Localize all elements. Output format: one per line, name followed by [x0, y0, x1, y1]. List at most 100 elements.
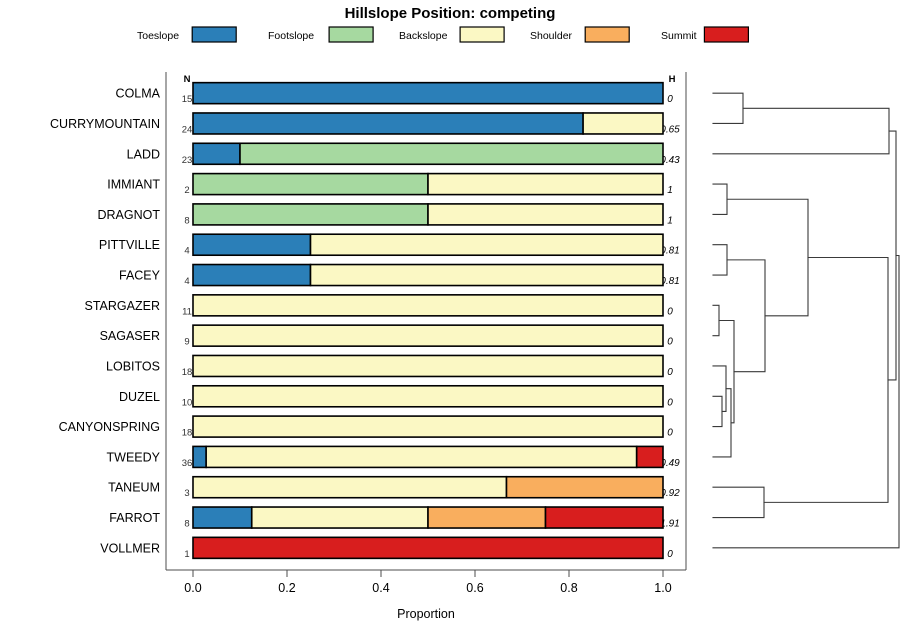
bar-row [192, 142, 664, 166]
n-value: 18 [182, 428, 193, 439]
legend-label-backslope: Backslope [399, 30, 448, 42]
bar-segment-backslope [192, 475, 508, 499]
bar-segment-backslope [427, 172, 664, 196]
category-label: TANEUM [108, 481, 160, 495]
h-value: 0 [667, 397, 673, 408]
x-tick-label: 0.0 [184, 581, 201, 595]
h-value: 0 [667, 337, 673, 348]
h-value: 1 [667, 215, 673, 226]
n-value: 24 [182, 124, 193, 135]
bar-segment-toeslope [192, 506, 253, 529]
category-label: DRAGNOT [98, 208, 161, 222]
legend: Toeslope Footslope Backslope Shoulder Summit [137, 26, 750, 43]
legend-label-toeslope: Toeslope [137, 30, 179, 42]
bar-segment-footslope [192, 172, 429, 196]
h-value: 0 [667, 428, 673, 439]
n-value: 2 [184, 185, 189, 196]
n-value: 9 [184, 337, 189, 348]
legend-swatch-shoulder [584, 26, 630, 43]
category-labels: COLMA CURRYMOUNTAIN LADD IMMIANT DRAGNOT PITT… [50, 87, 161, 556]
h-value: 1 [667, 185, 673, 196]
category-label: COLMA [116, 87, 161, 101]
bar-segment-summit [635, 445, 664, 469]
n-column-values: 15 24 23 2 8 4 4 11 9 18 10 18 36 3 8 1 [182, 94, 193, 560]
bar-segment-backslope [427, 203, 664, 226]
n-value: 23 [182, 155, 193, 166]
bar-row [192, 415, 664, 438]
bar-row [192, 81, 664, 105]
bar-segment-backslope [582, 112, 664, 135]
n-column-header: N [184, 74, 191, 85]
bar-segment-summit [192, 536, 664, 560]
bar-segment-shoulder [505, 475, 664, 499]
bar-row [192, 112, 664, 135]
bar-segment-toeslope [192, 142, 241, 166]
x-tick-label: 0.4 [372, 581, 389, 595]
category-label: CANYONSPRING [59, 420, 160, 434]
h-value: 0 [667, 367, 673, 378]
n-value: 8 [184, 215, 189, 226]
n-value: 36 [182, 458, 193, 469]
bar-segment-backslope [192, 415, 664, 438]
bar-row [192, 506, 664, 529]
dendrogram [712, 92, 900, 549]
category-label: SAGASER [100, 329, 160, 343]
bar-row [192, 294, 664, 317]
legend-label-footslope: Footslope [268, 30, 314, 42]
bar-segment-summit [544, 506, 664, 529]
bar-segment-backslope [192, 324, 664, 347]
bar-row [192, 203, 664, 226]
h-value: 0.81 [660, 276, 679, 287]
n-value: 18 [182, 367, 193, 378]
h-value: 0 [667, 94, 673, 105]
legend-label-summit: Summit [661, 30, 697, 42]
n-value: 1 [184, 549, 189, 560]
x-tick-label: 1.0 [654, 581, 671, 595]
bar-segment-backslope [205, 445, 638, 469]
x-axis: 0.0 0.2 0.4 0.6 0.8 1.0 [184, 569, 672, 595]
category-label: DUZEL [119, 390, 160, 404]
bar-segment-footslope [192, 203, 429, 226]
legend-swatch-toeslope [191, 26, 237, 43]
n-value: 15 [182, 94, 193, 105]
bar-row [192, 233, 664, 257]
bar-row [192, 172, 664, 196]
bar-segment-shoulder [427, 506, 547, 529]
legend-swatch-footslope [328, 26, 374, 43]
stacked-bars [192, 81, 664, 560]
bar-segment-backslope [192, 354, 664, 378]
legend-swatch-backslope [459, 26, 505, 43]
bar-row [192, 445, 664, 469]
bar-segment-toeslope [192, 263, 312, 287]
h-value: 0.43 [660, 155, 680, 166]
category-label: PITTVILLE [99, 238, 160, 252]
category-label: LADD [127, 147, 160, 161]
h-value: 0 [667, 549, 673, 560]
n-value: 4 [184, 246, 189, 257]
bar-segment-backslope [250, 506, 429, 529]
bar-segment-footslope [239, 142, 664, 166]
x-tick-label: 0.6 [466, 581, 483, 595]
bar-segment-backslope [192, 294, 664, 317]
x-axis-label: Proportion [397, 607, 455, 621]
bar-segment-backslope [309, 233, 664, 257]
h-column-values: 0 0.65 0.43 1 1 0.81 0.81 0 0 0 0 0 0.49 0.92 1.91 0 [660, 94, 680, 560]
h-value: 1.91 [660, 519, 679, 530]
h-value: 0.81 [660, 246, 679, 257]
bar-segment-toeslope [192, 445, 207, 469]
category-label: IMMIANT [107, 178, 160, 192]
x-tick-label: 0.2 [278, 581, 295, 595]
bar-segment-toeslope [192, 81, 664, 105]
bar-row [192, 263, 664, 287]
n-value: 3 [184, 488, 189, 499]
page-title: Hillslope Position: competing [345, 5, 556, 22]
x-tick-label: 0.8 [560, 581, 577, 595]
legend-swatch-summit [703, 26, 750, 43]
bar-row [192, 536, 664, 560]
h-value: 0.49 [660, 458, 680, 469]
bar-row [192, 384, 664, 408]
legend-label-shoulder: Shoulder [530, 30, 573, 42]
bar-row [192, 475, 664, 499]
